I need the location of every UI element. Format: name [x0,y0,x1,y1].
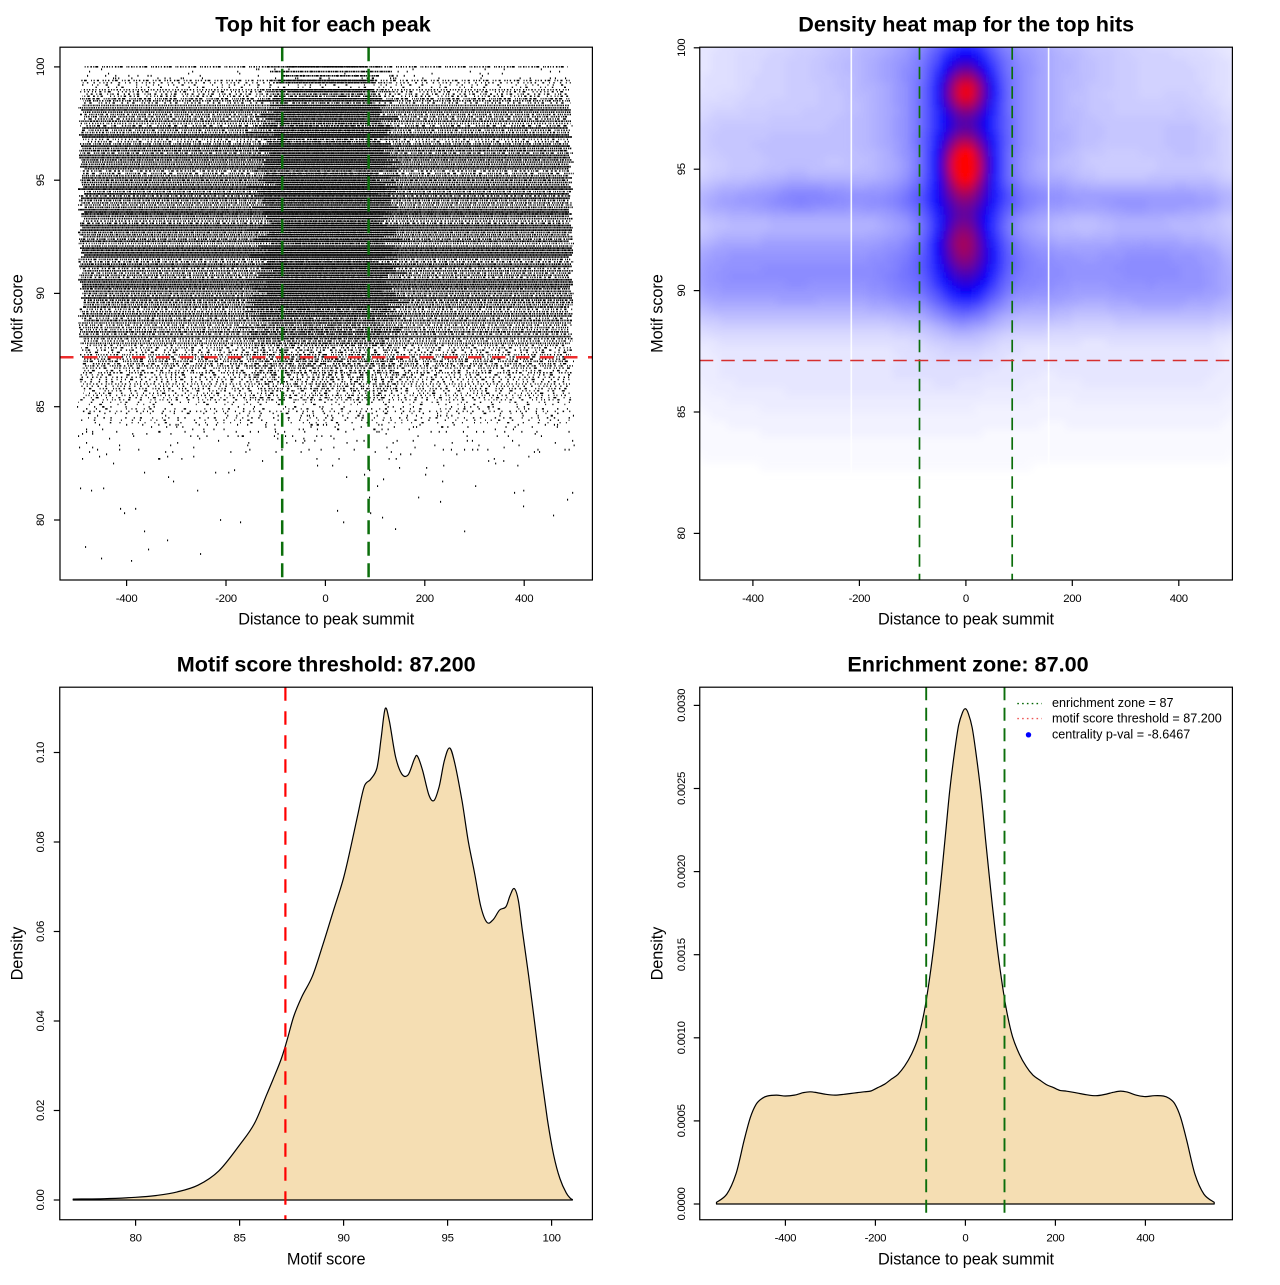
svg-text:-200: -200 [865,1233,887,1245]
svg-text:0.0020: 0.0020 [676,855,688,888]
svg-text:Distance to peak summit: Distance to peak summit [238,611,415,629]
svg-text:90: 90 [338,1233,350,1245]
svg-text:80: 80 [676,527,688,539]
svg-text:Density: Density [9,926,27,981]
svg-text:100: 100 [35,58,47,76]
svg-text:200: 200 [1046,1233,1064,1245]
svg-text:80: 80 [130,1233,142,1245]
svg-text:95: 95 [676,163,688,175]
svg-text:centrality p-val = -8.6467: centrality p-val = -8.6467 [1052,727,1190,741]
svg-text:0.0030: 0.0030 [676,689,688,722]
svg-text:Motif score threshold: 87.200: Motif score threshold: 87.200 [177,652,476,677]
svg-text:80: 80 [35,514,47,526]
svg-text:400: 400 [515,593,533,605]
svg-text:0: 0 [322,593,328,605]
svg-text:Top hit for each peak: Top hit for each peak [215,12,432,37]
svg-text:90: 90 [35,287,47,299]
svg-text:Density: Density [649,926,667,981]
svg-text:100: 100 [543,1233,561,1245]
svg-text:motif score threshold = 87.200: motif score threshold = 87.200 [1052,712,1222,726]
svg-text:Motif score: Motif score [9,274,27,353]
svg-text:100: 100 [676,39,688,57]
svg-text:0.0000: 0.0000 [676,1187,688,1220]
svg-text:Density heat map for the top h: Density heat map for the top hits [798,12,1134,37]
svg-text:90: 90 [676,285,688,297]
svg-text:200: 200 [416,593,434,605]
svg-text:0.00: 0.00 [35,1190,47,1211]
svg-text:0.06: 0.06 [35,921,47,942]
svg-text:0.02: 0.02 [35,1100,47,1121]
svg-text:200: 200 [1063,593,1081,605]
svg-text:0.0025: 0.0025 [676,772,688,805]
svg-text:Motif score: Motif score [649,274,667,353]
svg-text:0.0005: 0.0005 [676,1104,688,1137]
svg-text:0.08: 0.08 [35,832,47,853]
svg-text:0: 0 [962,1233,968,1245]
svg-text:Enrichment zone: 87.00: Enrichment zone: 87.00 [847,652,1088,677]
svg-text:95: 95 [442,1233,454,1245]
svg-text:-400: -400 [116,593,138,605]
svg-text:-400: -400 [742,593,764,605]
svg-text:0.0015: 0.0015 [676,938,688,971]
svg-text:Motif score: Motif score [287,1251,366,1269]
svg-text:-400: -400 [775,1233,797,1245]
svg-text:85: 85 [234,1233,246,1245]
svg-text:-200: -200 [849,593,871,605]
svg-text:0.04: 0.04 [35,1011,47,1032]
svg-text:-200: -200 [215,593,237,605]
svg-text:0.10: 0.10 [35,742,47,763]
svg-text:95: 95 [35,174,47,186]
svg-text:85: 85 [676,406,688,418]
svg-text:85: 85 [35,401,47,413]
svg-text:0: 0 [963,593,969,605]
svg-text:Distance to peak summit: Distance to peak summit [878,611,1055,629]
svg-text:400: 400 [1136,1233,1154,1245]
svg-text:Distance to peak summit: Distance to peak summit [878,1251,1055,1269]
svg-text:enrichment zone = 87: enrichment zone = 87 [1052,696,1173,710]
svg-text:400: 400 [1170,593,1188,605]
svg-text:0.0010: 0.0010 [676,1021,688,1054]
